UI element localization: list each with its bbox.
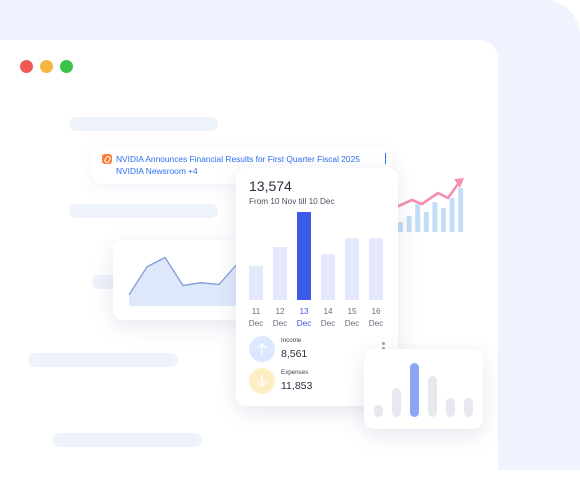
maximize-window-button[interactable] [60, 60, 73, 73]
trend-line [393, 183, 460, 210]
trend-bar [458, 188, 464, 232]
chart-day-label: 14 Dec [318, 306, 338, 330]
day-number: 11 [251, 307, 261, 316]
chart-day-label: 11 Dec [246, 306, 266, 330]
summary-date-range: From 10 Nov till 10 Dec [249, 197, 335, 206]
day-month: Dec [296, 319, 312, 328]
text-cursor [385, 153, 386, 164]
chart-bar[interactable] [249, 266, 263, 300]
trend-bar [406, 216, 412, 232]
day-number: 15 [347, 307, 357, 316]
day-month: Dec [344, 319, 360, 328]
placeholder-line [69, 204, 218, 218]
income-value: 8,561 [281, 348, 308, 360]
mini-chart-bar [446, 398, 455, 417]
expenses-value: 11,853 [281, 380, 313, 392]
day-number: 12 [275, 307, 285, 316]
chart-bar[interactable] [273, 246, 287, 300]
chart-bar[interactable] [369, 237, 383, 300]
chart-bar[interactable] [345, 237, 359, 300]
trend-bar [398, 222, 403, 232]
arrow-down-icon [257, 375, 267, 387]
close-window-button[interactable] [20, 60, 33, 73]
income-row[interactable]: Income 8,561 [249, 336, 389, 364]
trend-arrow-icon [454, 178, 464, 188]
trend-chart [393, 178, 464, 232]
chart-day-label: 12 Dec [270, 306, 290, 330]
summary-total: 13,574 [249, 178, 292, 194]
news-source[interactable]: NVIDIA Newsroom +4 [116, 166, 198, 176]
trend-bar [423, 212, 429, 232]
day-month: Dec [320, 319, 336, 328]
day-number: 13 [299, 307, 309, 316]
mini-bar-chart-card [364, 349, 483, 429]
chart-day-label: 16 Dec [366, 306, 386, 330]
line-area [129, 257, 237, 306]
trend-bar [432, 202, 438, 232]
expenses-row[interactable]: Expenses 11,853 [249, 368, 389, 396]
day-month: Dec [272, 319, 288, 328]
income-icon-circle [249, 336, 275, 362]
income-label: Income [281, 337, 302, 344]
arrow-up-icon [257, 343, 267, 355]
trend-bar [441, 208, 446, 232]
chart-day-label: 13 Dec [294, 306, 314, 330]
expenses-label: Expenses [281, 369, 309, 376]
mini-chart-bar [410, 363, 419, 417]
mini-chart-bar [464, 398, 473, 417]
placeholder-line [28, 353, 178, 367]
day-month: Dec [248, 319, 264, 328]
mini-chart-bar [428, 375, 437, 417]
placeholder-line [53, 433, 202, 447]
line-chart [128, 256, 238, 306]
chart-day-label: 15 Dec [342, 306, 362, 330]
minimize-window-button[interactable] [40, 60, 53, 73]
trend-bar [415, 204, 421, 232]
trend-bar [449, 198, 455, 232]
day-number: 16 [371, 307, 381, 316]
day-number: 14 [323, 307, 333, 316]
expenses-icon-circle [249, 368, 275, 394]
line-chart-card [113, 240, 243, 320]
link-icon [102, 154, 112, 164]
mini-chart-bar [392, 388, 401, 417]
chart-bar[interactable] [321, 254, 335, 300]
chart-bar[interactable] [297, 212, 311, 300]
line-series [128, 256, 238, 296]
day-month: Dec [368, 319, 384, 328]
mini-chart-bar [374, 404, 383, 417]
news-headline[interactable]: NVIDIA Announces Financial Results for F… [116, 154, 360, 164]
placeholder-line [69, 117, 218, 131]
